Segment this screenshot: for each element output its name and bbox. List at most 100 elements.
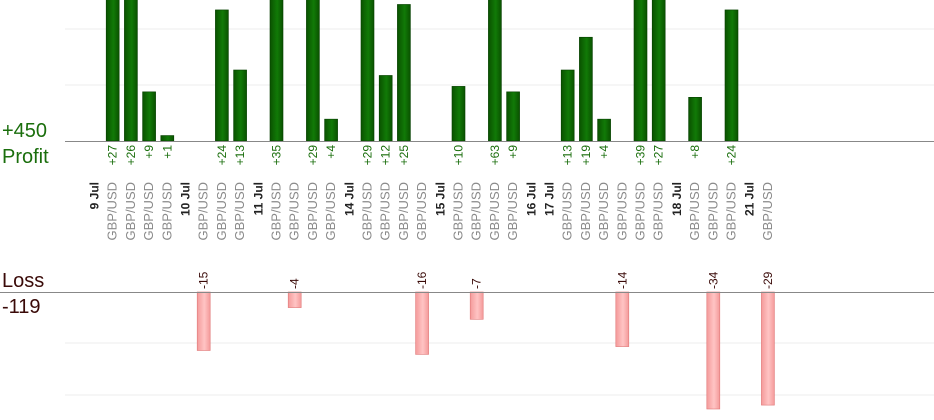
pair-label: GBP/USD — [469, 182, 484, 241]
profit-value-label: +24 — [215, 145, 229, 166]
profit-value-label: +12 — [379, 145, 393, 166]
profit-bar — [724, 9, 739, 142]
pair-label: GBP/USD — [378, 182, 393, 241]
profit-value-label: +13 — [233, 145, 247, 166]
pair-label: GBP/USD — [596, 182, 611, 241]
profit-value-label: +19 — [579, 145, 593, 166]
profit-value-label: +4 — [324, 145, 338, 159]
date-label: 10 Jul — [179, 182, 193, 216]
date-label: 14 Jul — [342, 182, 356, 216]
profit-bar — [124, 0, 138, 142]
profit-value-label: +13 — [561, 145, 575, 166]
profit-value-label: +9 — [506, 145, 520, 159]
profit-value-label: +26 — [124, 145, 138, 166]
profit-total: +450 — [2, 120, 47, 142]
pair-label: GBP/USD — [578, 182, 593, 241]
profit-bar — [360, 0, 375, 142]
loss-bar — [615, 291, 630, 347]
pair-label: GBP/USD — [724, 182, 739, 241]
profit-bar — [306, 0, 320, 142]
profit-bar — [651, 0, 666, 142]
profit-value-label: +1 — [160, 145, 174, 159]
profit-bar — [506, 91, 520, 142]
pair-label: GBP/USD — [451, 182, 466, 241]
pair-label: GBP/USD — [305, 182, 320, 241]
pair-label: GBP/USD — [760, 182, 775, 241]
axes — [0, 141, 934, 293]
pair-label: GBP/USD — [123, 182, 138, 241]
profit-value-label: +39 — [634, 145, 648, 166]
loss-bar — [469, 291, 484, 320]
pair-label: GBP/USD — [323, 182, 338, 241]
pair-label: GBP/USD — [105, 182, 120, 241]
loss-bar — [415, 291, 429, 355]
profit-bar — [633, 0, 648, 142]
profit-bar — [688, 97, 702, 142]
profit-bar — [142, 91, 156, 142]
profit-bar — [215, 9, 229, 142]
profit-value-label: +10 — [452, 145, 466, 166]
loss-axis-label: Loss — [2, 270, 44, 292]
profit-value-label: +27 — [106, 145, 120, 166]
pair-label: GBP/USD — [487, 182, 502, 241]
loss-value-label: -7 — [470, 278, 484, 289]
profit-value-label: +24 — [725, 145, 739, 166]
profit-bar — [597, 118, 611, 142]
profit-value-label: +27 — [652, 145, 666, 166]
profit-value-label: +9 — [142, 145, 156, 159]
profit-bar — [397, 4, 411, 142]
pair-label: GBP/USD — [651, 182, 666, 241]
profit-bar — [451, 86, 466, 142]
loss-value-label: -14 — [615, 271, 629, 289]
date-label: 18 Jul — [670, 182, 684, 216]
bars — [105, 0, 775, 410]
loss-value-label: -4 — [288, 278, 302, 289]
date-label: 9 Jul — [88, 182, 102, 209]
date-label: 16 Jul — [524, 182, 538, 216]
profit-bar — [560, 69, 575, 142]
profit-bar — [105, 0, 120, 142]
profit-bar — [324, 118, 338, 142]
profit-value-label: +4 — [597, 145, 611, 159]
pair-label: GBP/USD — [269, 182, 284, 241]
loss-value-label: -34 — [706, 271, 720, 289]
pair-label: GBP/USD — [560, 182, 575, 241]
profit-value-label: +63 — [488, 145, 502, 166]
loss-bar — [196, 291, 211, 351]
pair-label: GBP/USD — [614, 182, 629, 241]
profit-axis-label: Profit — [2, 146, 49, 168]
pair-label: GBP/USD — [159, 182, 174, 241]
pair-label: GBP/USD — [360, 182, 375, 241]
pair-label: GBP/USD — [705, 182, 720, 241]
pair-label: GBP/USD — [505, 182, 520, 241]
profit-bar — [579, 36, 593, 142]
pair-label: GBP/USD — [414, 182, 429, 241]
pair-label: GBP/USD — [287, 182, 302, 241]
pair-label: GBP/USD — [633, 182, 648, 241]
profit-value-label: +8 — [688, 145, 702, 159]
date-label: 17 Jul — [543, 182, 557, 216]
pair-label: GBP/USD — [141, 182, 156, 241]
profit-value-label: +25 — [397, 145, 411, 166]
pair-label: GBP/USD — [196, 182, 211, 241]
profit-bar — [233, 69, 247, 142]
loss-total: -119 — [2, 296, 41, 318]
profit-bar — [378, 75, 393, 142]
profit-value-label: +29 — [361, 145, 375, 166]
loss-value-label: -29 — [761, 271, 775, 289]
pair-label: GBP/USD — [396, 182, 411, 241]
date-label: 15 Jul — [433, 182, 447, 216]
pair-label: GBP/USD — [214, 182, 229, 241]
pair-label: GBP/USD — [687, 182, 702, 241]
date-label: 11 Jul — [251, 182, 265, 215]
profit-value-label: +29 — [306, 145, 320, 166]
profit-bar — [269, 0, 284, 142]
profit-bar — [488, 0, 502, 142]
pair-label: GBP/USD — [232, 182, 247, 241]
profit-bar — [160, 135, 175, 142]
profit-value-label: +35 — [270, 145, 284, 166]
loss-value-label: -15 — [197, 271, 211, 289]
labels: 9 Jul 10 Jul 11 Jul 14 Jul 15 Jul 16 Jul 17 Ju… — [88, 145, 775, 289]
loss-bar — [287, 291, 302, 308]
